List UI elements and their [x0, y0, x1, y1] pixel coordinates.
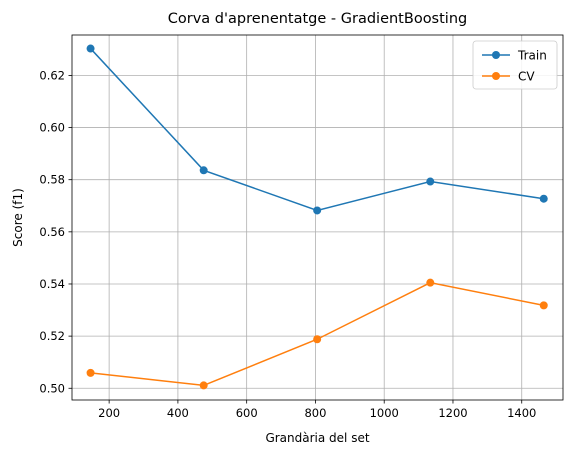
data-point [313, 335, 322, 344]
y-tick-label: 0.50 [39, 381, 65, 395]
data-point [199, 166, 208, 175]
data-point [86, 44, 95, 53]
x-tick-label: 1200 [438, 406, 467, 420]
data-point [426, 177, 435, 186]
series-layer [86, 44, 548, 390]
legend: Train CV [472, 40, 558, 90]
y-tick-label: 0.54 [39, 277, 65, 291]
x-tick-label: 1000 [370, 406, 399, 420]
x-tick-label: 800 [304, 406, 326, 420]
y-tick-label: 0.52 [39, 329, 65, 343]
series-train [86, 44, 548, 215]
x-tick-label: 600 [236, 406, 258, 420]
legend-marker [492, 72, 500, 80]
legend-label: Train [517, 49, 547, 63]
data-point [426, 278, 435, 287]
axis-ticks: 200 400 600 800 1000 1200 1400 0.50 0.52 0.54 0.56… [39, 68, 536, 420]
series-cv [86, 278, 548, 390]
data-point [199, 381, 208, 390]
x-axis-label: Grandària del set [265, 431, 369, 445]
series-line [90, 281, 544, 387]
grid [72, 35, 563, 400]
plot-frame [71, 34, 564, 401]
x-tick-label: 400 [167, 406, 189, 420]
data-point [539, 194, 548, 203]
x-tick-label: 200 [98, 406, 120, 420]
chart-title: Corva d'aprenentatge - GradientBoosting [168, 11, 467, 27]
y-tick-label: 0.62 [39, 68, 65, 82]
y-axis-label: Score (f1) [11, 188, 25, 247]
data-point [86, 368, 95, 377]
y-tick-label: 0.58 [39, 173, 65, 187]
x-tick-label: 1400 [507, 406, 536, 420]
legend-marker [492, 51, 500, 59]
data-point [539, 301, 548, 310]
y-tick-label: 0.60 [39, 121, 65, 135]
y-tick-label: 0.56 [39, 225, 65, 239]
legend-label: CV [518, 70, 535, 84]
data-point [313, 206, 322, 215]
